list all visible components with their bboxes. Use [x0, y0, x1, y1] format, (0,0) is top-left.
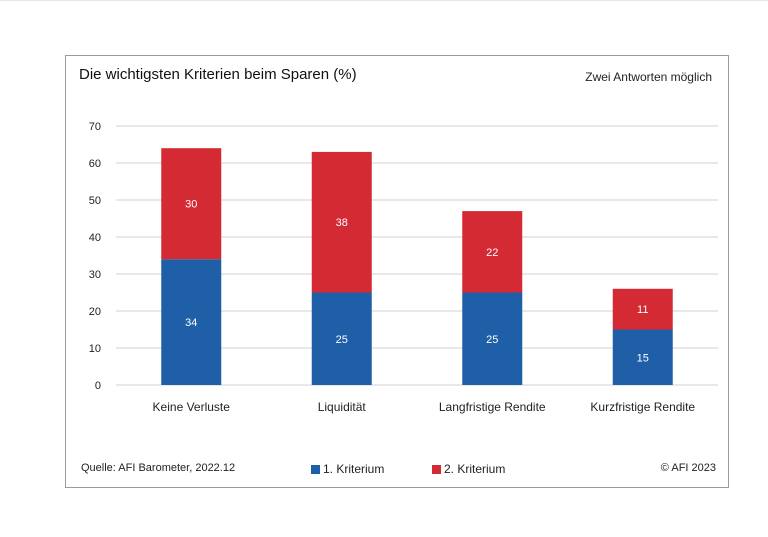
- y-tick-label: 60: [89, 158, 101, 170]
- data-label: 25: [336, 334, 348, 346]
- data-labels: 34 30 25 38 25 22 15 11: [185, 199, 649, 365]
- y-tick-label: 30: [89, 269, 101, 281]
- copyright-note: © AFI 2023: [660, 462, 716, 474]
- y-tick-label: 10: [89, 343, 101, 355]
- y-tick-label: 20: [89, 306, 101, 318]
- legend-swatch-series-1: [311, 464, 320, 474]
- top-divider: [0, 0, 768, 1]
- data-label: 15: [637, 352, 649, 364]
- y-tick-label: 50: [89, 195, 101, 207]
- legend-swatch-series-2: [432, 464, 441, 474]
- bar-1-0: [161, 259, 222, 385]
- y-tick-label: 70: [89, 121, 101, 133]
- bar-1-1: [311, 292, 372, 385]
- y-tick-label: 0: [95, 380, 101, 392]
- x-tick-label: Langfristige Rendite: [439, 400, 546, 414]
- source-note: Quelle: AFI Barometer, 2022.12: [81, 462, 236, 474]
- bars: [161, 148, 673, 385]
- data-label: 11: [637, 304, 648, 316]
- bar-2-1: [311, 151, 372, 293]
- legend-label-series-2: 2. Kriterium: [444, 462, 506, 476]
- y-tick-labels: 0 10 20 30 40 50 60 70: [89, 121, 101, 392]
- data-label: 25: [486, 334, 498, 346]
- x-tick-label: Liquidität: [318, 400, 367, 414]
- legend-label-series-1: 1. Kriterium: [323, 462, 385, 476]
- bar-2-3: [612, 288, 673, 330]
- x-tick-label: Keine Verluste: [153, 400, 231, 414]
- bar-2-0: [161, 148, 222, 260]
- data-label: 22: [486, 247, 498, 259]
- legend-item-series-1: 1. Kriterium: [311, 462, 384, 476]
- data-label: 38: [336, 217, 348, 229]
- legend-item-series-2: 2. Kriterium: [432, 462, 505, 476]
- data-label: 30: [185, 199, 197, 211]
- bar-1-2: [462, 292, 523, 385]
- data-label: 34: [185, 317, 197, 329]
- x-tick-label: Kurzfristige Rendite: [590, 400, 695, 414]
- x-tick-labels: Keine Verluste Liquidität Langfristige Ren…: [153, 400, 696, 414]
- bar-1-3: [612, 329, 673, 385]
- bar-2-2: [462, 211, 523, 293]
- y-tick-label: 40: [89, 232, 101, 244]
- chart-note: Zwei Antworten möglich: [585, 70, 712, 84]
- chart-title: Die wichtigsten Kriterien beim Sparen (%…: [79, 66, 357, 83]
